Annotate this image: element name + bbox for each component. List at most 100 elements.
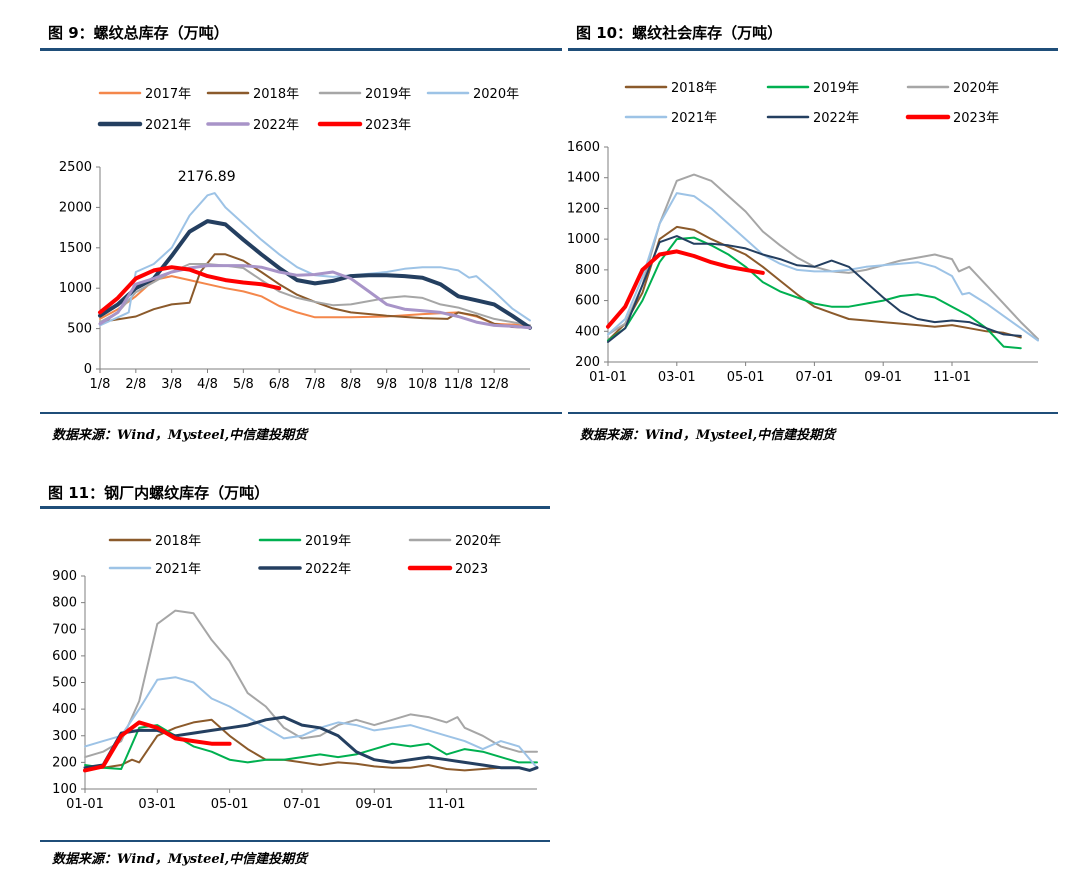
legend-label: 2020年 [953,81,999,96]
legend-item: 2020年 [408,534,501,549]
y-tick-label: 800 [52,596,77,611]
y-tick-label: 1000 [568,232,600,247]
legend-label: 2021年 [155,562,201,577]
series-line [606,249,765,329]
x-tick-label: 3/8 [161,377,182,392]
legend-item: 2022年 [258,562,351,577]
y-tick-label: 800 [575,263,600,278]
legend-item: 2023 [407,562,488,577]
y-tick-label: 900 [52,569,77,584]
legend-label: 2023年 [953,111,999,126]
legend-label: 2019年 [813,81,859,96]
y-tick-label: 1600 [568,140,600,155]
legend-label: 2018年 [671,81,717,96]
series-line [607,192,1039,342]
x-tick-label: 5/8 [233,377,254,392]
source-note: 数据来源：Wind，Mysteel,中信建投期货 [52,428,308,443]
legend-label: 2017年 [145,87,191,102]
x-tick-label: 07-01 [796,370,834,385]
x-tick-label: 2/8 [125,377,146,392]
y-tick-label: 400 [575,324,600,339]
x-tick-label: 6/8 [269,377,290,392]
x-tick-label: 03-01 [658,370,696,385]
x-tick-label: 11-01 [428,797,466,812]
x-tick-label: 05-01 [211,797,249,812]
series-line [98,219,532,330]
legend-item: 2018年 [108,534,201,549]
legend-label: 2023 [455,562,488,577]
peak-annotation: 2176.89 [178,169,236,185]
legend-item: 2017年 [98,87,191,102]
x-tick-label: 09-01 [864,370,902,385]
series-line [607,236,1022,350]
legend-label: 2022年 [813,111,859,126]
title-rule [568,48,1058,51]
legend-item: 2019年 [766,81,859,96]
legend-label: 2020年 [473,87,519,102]
series-line [83,720,232,773]
y-tick-label: 1400 [568,171,600,186]
x-tick-label: 11/8 [444,377,473,392]
y-tick-label: 700 [52,622,77,637]
x-tick-label: 05-01 [727,370,765,385]
x-tick-label: 10/8 [408,377,437,392]
legend-item: 2021年 [97,118,191,133]
y-tick-label: 500 [52,676,77,691]
series-line [99,253,531,329]
legend-label: 2022年 [305,562,351,577]
chart-title: 图 9：螺纹总库存（万吨） [48,24,229,42]
series-line [84,609,538,759]
legend-item: 2021年 [108,562,201,577]
legend-label: 2022年 [253,118,299,133]
legend-label: 2018年 [155,534,201,549]
chart-plot: 2017年 2018年 2019年 2020年 2021年 2022年 2023年 0 500 1… [59,87,532,392]
x-tick-label: 9/8 [376,377,397,392]
source-note: 数据来源：Wind，Mysteel,中信建投期货 [580,428,836,443]
legend-item: 2018年 [206,87,299,102]
y-tick-label: 1500 [59,241,92,256]
y-tick-label: 1200 [568,201,600,216]
legend-label: 2021年 [671,111,717,126]
chart-plot: 2018年 2019年 2020年 2021年 2022年 2023年 200 400 600 8… [568,81,1039,385]
figure-9: 图 9：螺纹总库存（万吨） 2017年 2018年 2019年 2020年 2021年 2… [40,22,562,443]
y-tick-label: 600 [52,649,77,664]
x-tick-label: 01-01 [589,370,627,385]
y-tick-label: 300 [52,729,77,744]
x-tick-label: 07-01 [283,797,321,812]
source-note: 数据来源：Wind，Mysteel,中信建投期货 [52,852,308,867]
y-tick-label: 2500 [59,160,92,175]
y-tick-label: 400 [52,702,77,717]
legend-item: 2020年 [906,81,999,96]
legend-label: 2019年 [365,87,411,102]
x-tick-label: 01-01 [66,797,104,812]
x-tick-label: 09-01 [355,797,393,812]
x-tick-label: 1/8 [90,377,111,392]
legend-label: 2019年 [305,534,351,549]
series-line [84,718,520,772]
y-tick-label: 1000 [59,281,92,296]
chart-title: 图 10：螺纹社会库存（万吨） [576,24,783,42]
legend-item: 2021年 [624,111,717,126]
title-rule [40,48,562,51]
legend-item: 2023年 [905,111,999,126]
series-line [84,676,538,769]
y-tick-label: 500 [67,322,92,337]
x-tick-label: 12/8 [480,377,509,392]
legend-label: 2023年 [365,118,411,133]
chart-title: 图 11：钢厂内螺纹库存（万吨） [48,484,270,502]
y-tick-label: 600 [575,294,600,309]
x-tick-label: 4/8 [197,377,218,392]
x-tick-label: 11-01 [933,370,971,385]
legend-item: 2019年 [318,87,411,102]
source-rule [40,840,550,842]
source-rule [40,412,562,414]
series-line [607,225,1022,342]
y-tick-label: 200 [52,755,77,770]
figure-10: 图 10：螺纹社会库存（万吨） 2018年 2019年 2020年 2021年 2022… [568,22,1058,443]
legend-label: 2020年 [455,534,501,549]
legend-label: 2018年 [253,87,299,102]
figure-11: 图 11：钢厂内螺纹库存（万吨） 2018年 2019年 2020年 2021年 202… [40,482,550,882]
legend-item: 2023年 [317,118,411,133]
series-line [98,264,532,330]
x-tick-label: 03-01 [138,797,176,812]
